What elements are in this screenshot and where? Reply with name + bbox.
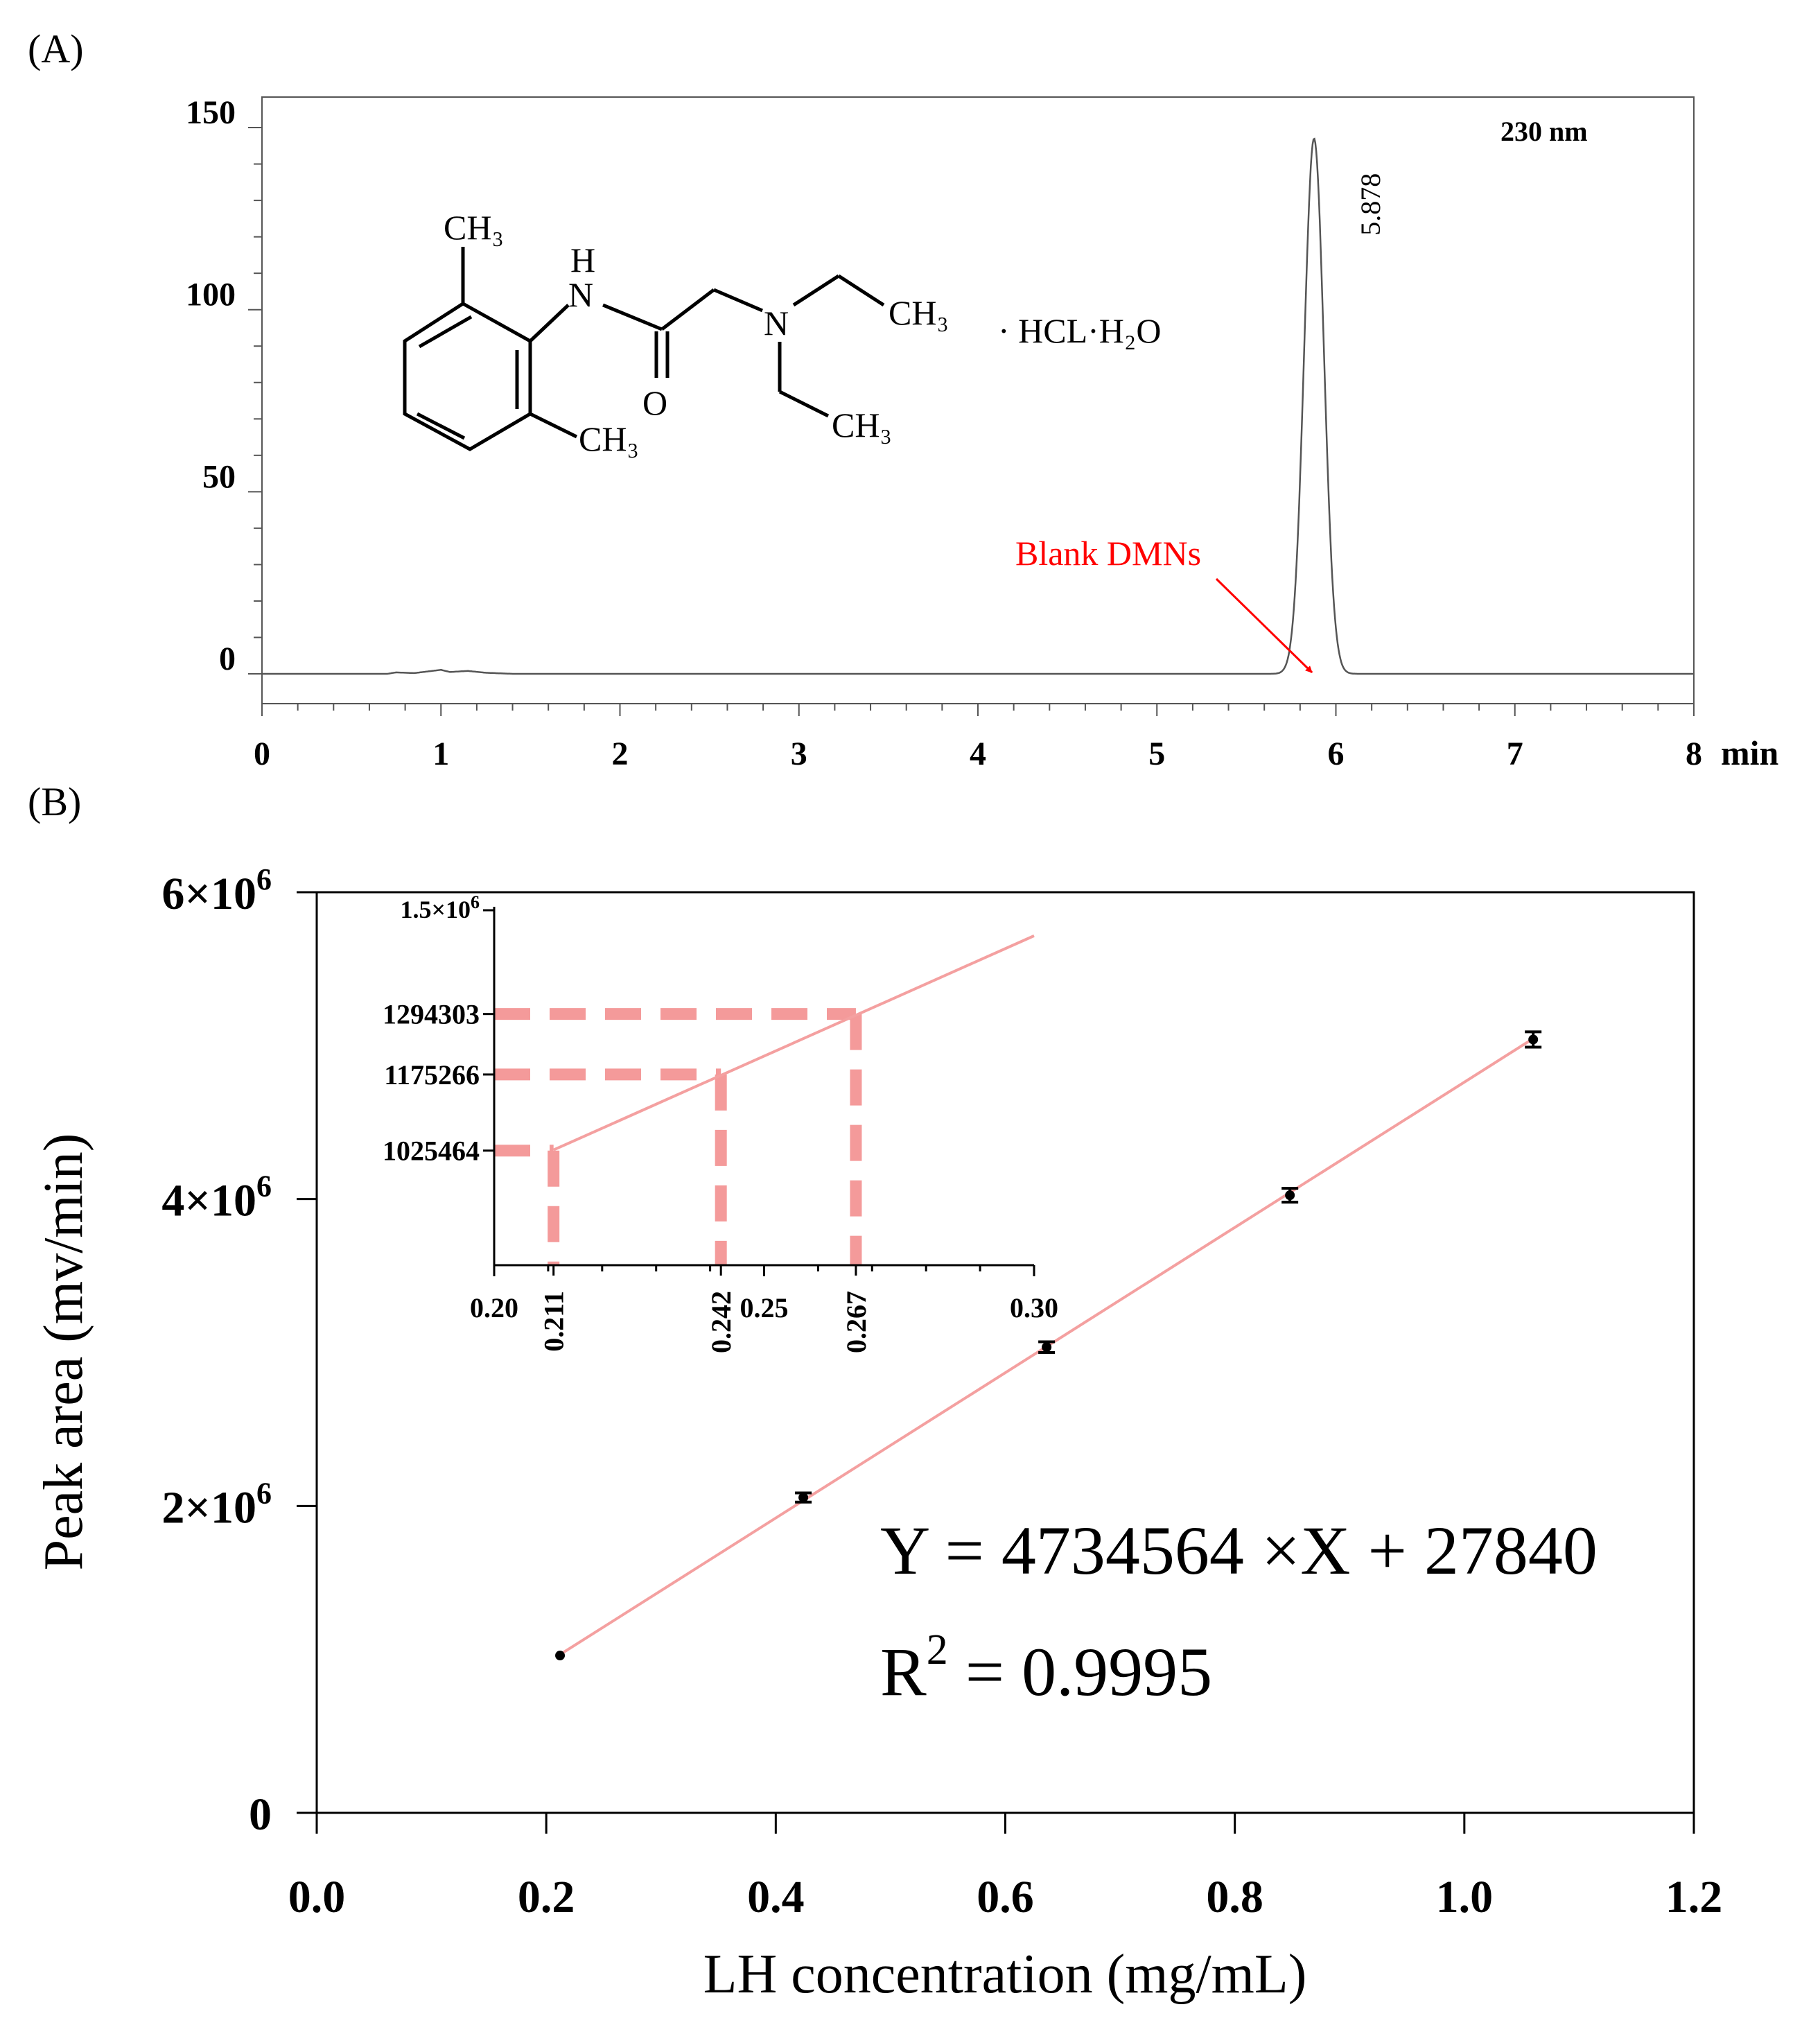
inset-line: [552, 935, 1035, 1151]
calibration-points: [555, 1030, 1542, 1661]
inset-highlight-x-label: 0.211: [539, 1291, 570, 1352]
inset-fit-line: [552, 935, 1035, 1151]
y-tick-label: 2×106: [161, 1476, 272, 1533]
amine-upper-bond-2: [837, 274, 885, 307]
x-unit-label: min: [1721, 733, 1779, 772]
chromatogram-trace: [262, 137, 1694, 675]
salt-label: · HCL·H₂O: [998, 311, 1161, 350]
data-point: [1528, 1034, 1539, 1045]
inset-highlight-y-label: 1025464: [383, 1136, 480, 1167]
r-squared-base: R: [880, 1633, 927, 1710]
amine-nitrogen-label: N: [764, 304, 789, 342]
carbonyl-oxygen-label: O: [642, 383, 667, 422]
r-squared-value: = 0.9995: [948, 1633, 1212, 1710]
x-tick-label: 1.2: [1665, 1872, 1723, 1922]
x-tick-label: 5: [1148, 736, 1165, 772]
inset-chart: 0.20 0.25 0.30 0.211 0.242 0.267 1025464 117526…: [383, 892, 1058, 1353]
methyl-top-label: CH₃: [444, 208, 504, 247]
y-tick-label: 100: [186, 277, 236, 313]
y-tick-label: 150: [186, 94, 236, 131]
ring-to-nh-bond: [529, 304, 570, 342]
x-tick-label: 3: [791, 736, 807, 772]
x-tick-label: 6: [1328, 736, 1345, 772]
carbonyl-to-ch2-bond: [660, 288, 715, 331]
y-tick-label: 6×106: [161, 862, 272, 919]
hydrogen-label: H: [570, 241, 595, 279]
x-tick-label: 0.2: [518, 1872, 575, 1922]
blank-dmns-arrow: [1215, 577, 1313, 674]
panel-label-b: (B): [28, 779, 81, 824]
data-point: [1285, 1190, 1295, 1201]
inset-y-top-label: 1.5×106: [400, 892, 480, 923]
calibration-x-axis: 0.0 0.2 0.4 0.6 0.8 1.0 1.2: [288, 1813, 1723, 1922]
peak-retention-label: 5.878: [1355, 173, 1386, 236]
y-tick-label: 0: [219, 641, 236, 677]
x-tick-label: 1: [432, 736, 449, 772]
y-tick-label: 4×106: [161, 1170, 272, 1226]
x-tick-label: 2: [612, 736, 629, 772]
panel-label-a: (A): [28, 26, 84, 71]
inset-highlight-x-label: 0.267: [841, 1291, 872, 1353]
chromatogram-signal: [262, 137, 1694, 675]
x-tick-label: 0: [254, 736, 270, 772]
nh-to-carbonyl-bond: [602, 303, 663, 331]
r-squared-exponent: 2: [927, 1626, 948, 1674]
methyl-upper-right-label: CH₃: [889, 293, 949, 332]
data-point: [1042, 1342, 1052, 1353]
methyl-ring-bottom-label: CH₃: [579, 419, 639, 458]
x-tick-label: 0.4: [747, 1872, 805, 1922]
x-tick-label: 7: [1507, 736, 1523, 772]
y-tick-label: 50: [202, 458, 236, 495]
amine-lower-bond-2: [778, 390, 830, 418]
chromatogram-panel: 0 50 100 150 0 1 2 3 4 5 6 7 8 230 nm 5.878 Blank D…: [186, 94, 1779, 772]
wavelength-label: 230 nm: [1500, 116, 1588, 147]
ring-bond-inner-1: [418, 315, 473, 349]
data-point: [798, 1493, 809, 1503]
benzene-ring: [403, 302, 532, 451]
ring-to-lower-methyl-bond: [529, 412, 578, 439]
x-tick-label: 0.6: [977, 1872, 1034, 1922]
x-tick-label: 8: [1686, 736, 1702, 772]
inset-highlight-y-label: 1294303: [383, 999, 480, 1030]
calibration-y-axis: 0 2×106 4×106 6×106: [161, 862, 317, 1840]
x-tick-label: 0.0: [288, 1872, 346, 1922]
x-tick-label: 1.0: [1436, 1872, 1494, 1922]
methyl-lower-right-label: CH₃: [832, 406, 892, 444]
data-point: [555, 1651, 566, 1661]
x-tick-label: 0.8: [1206, 1872, 1263, 1922]
regression-equation: Y = 4734564 ×X + 27840: [880, 1512, 1598, 1589]
amide-nitrogen-label: N: [568, 275, 593, 314]
y-axis-label: Peak area (mv/min): [33, 1133, 94, 1571]
inset-x-tick-label: 0.30: [1010, 1292, 1058, 1323]
inset-x-tick-label: 0.20: [470, 1292, 518, 1323]
x-tick-label: 4: [970, 736, 986, 772]
blank-dmns-label: Blank DMNs: [1015, 534, 1201, 573]
x-axis-label: LH concentration (mg/mL): [703, 1944, 1307, 2005]
inset-guide-lines: [494, 1008, 862, 1265]
inset-x-tick-label: 0.25: [740, 1292, 789, 1323]
chromatogram-frame: [261, 96, 1695, 704]
r-squared: R2 = 0.9995: [880, 1626, 1212, 1710]
ring-bond-inner-3: [416, 412, 466, 440]
ch2-to-amine-bond: [713, 288, 763, 313]
structure-labels: CH₃ H N O N CH₃ CH₃ CH₃ · HCL·H₂O: [444, 208, 1161, 458]
chromatogram-x-axis: 0 1 2 3 4 5 6 7 8: [254, 704, 1702, 772]
inset-highlight-x-label: 0.242: [706, 1291, 737, 1353]
inset-highlight-y-label: 1175266: [384, 1059, 480, 1090]
y-tick-label: 0: [249, 1789, 272, 1840]
amine-upper-bond-1: [792, 274, 840, 307]
inset-axes: 0.20 0.25 0.30 0.211 0.242 0.267 1025464 117526…: [383, 892, 1058, 1353]
chromatogram-y-axis: 0 50 100 150: [186, 94, 263, 704]
lidocaine-structure: [403, 247, 885, 451]
calibration-panel: 0 2×106 4×106 6×106 0.0 0.2 0.4 0.6 0.8 1.0 1.2 P…: [33, 862, 1722, 2005]
